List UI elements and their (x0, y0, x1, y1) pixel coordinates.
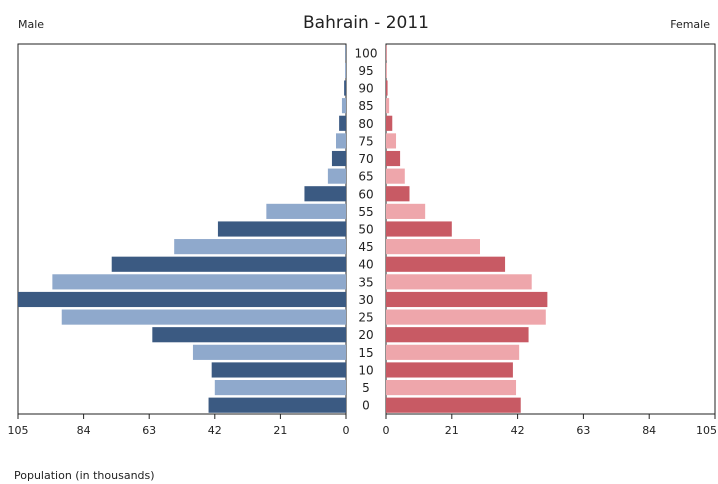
age-label: 70 (358, 152, 373, 166)
male-bar-age-70 (331, 150, 346, 167)
male-tick-label: 42 (208, 424, 222, 437)
female-bar-age-45 (386, 239, 480, 255)
age-label: 35 (358, 275, 373, 289)
x-ticks-group: 105 84 63 42 21 0 0 21 42 63 84 105 (8, 414, 717, 437)
female-bar-age-50 (386, 221, 452, 237)
male-bar-age-40 (111, 256, 346, 272)
male-bar-age-95 (345, 62, 346, 79)
male-bar-age-90 (344, 80, 346, 96)
male-bar-age-10 (211, 362, 346, 378)
age-label: 55 (358, 205, 373, 219)
female-bar-age-25 (386, 309, 546, 325)
male-bar-age-5 (214, 379, 346, 396)
age-label: 80 (358, 117, 373, 131)
male-bar-age-60 (304, 186, 346, 202)
female-tick-label: 42 (511, 424, 525, 437)
male-bar-age-65 (327, 168, 346, 184)
age-label: 60 (358, 187, 373, 201)
male-side-label: Male (18, 18, 44, 31)
female-bar-age-20 (386, 327, 529, 343)
female-bar-age-55 (386, 203, 426, 219)
female-bar-age-40 (386, 256, 506, 272)
male-tick-label: 63 (142, 424, 156, 437)
male-bar-age-0 (208, 397, 346, 413)
female-bar-age-15 (386, 344, 520, 360)
female-bar-age-90 (386, 80, 388, 96)
female-bar-age-75 (386, 133, 397, 149)
female-tick-label: 63 (576, 424, 590, 437)
age-label: 95 (358, 64, 373, 78)
male-tick-label: 84 (77, 424, 91, 437)
male-bar-age-85 (341, 98, 346, 114)
female-tick-label: 105 (696, 424, 717, 437)
female-bar-age-10 (386, 362, 513, 378)
age-label: 45 (358, 240, 373, 254)
female-side-label: Female (670, 18, 710, 31)
male-tick-label: 0 (343, 424, 350, 437)
age-label: 20 (358, 328, 373, 342)
male-tick-label: 21 (273, 424, 287, 437)
female-bar-age-100 (386, 45, 387, 61)
male-bar-age-55 (266, 203, 346, 219)
male-bar-age-50 (217, 221, 346, 237)
age-label: 15 (358, 346, 373, 360)
male-bar-age-80 (339, 115, 346, 131)
male-bar-age-15 (192, 344, 346, 360)
female-bar-age-35 (386, 274, 532, 290)
male-bar-age-20 (152, 327, 346, 343)
age-label: 5 (362, 381, 370, 395)
female-bar-age-85 (386, 98, 390, 114)
chart-title: Bahrain - 2011 (303, 13, 429, 33)
female-tick-label: 21 (445, 424, 459, 437)
female-bar-age-30 (386, 291, 548, 308)
male-bar-age-100 (345, 45, 346, 61)
age-label: 25 (358, 311, 373, 325)
age-label: 100 (355, 46, 378, 60)
female-bar-age-95 (386, 62, 387, 79)
age-label: 0 (362, 399, 370, 413)
age-label: 75 (358, 134, 373, 148)
male-tick-label: 105 (8, 424, 29, 437)
bars-group (18, 45, 548, 413)
age-label: 85 (358, 99, 373, 113)
age-labels-group: 1009590858075706560555045403530252015105… (355, 46, 378, 412)
female-bar-age-80 (386, 115, 393, 131)
male-bar-age-30 (18, 291, 346, 308)
female-bar-age-65 (386, 168, 405, 184)
male-bar-age-25 (61, 309, 346, 325)
male-bar-age-75 (336, 133, 346, 149)
age-label: 10 (358, 363, 373, 377)
age-label: 65 (358, 170, 373, 184)
female-bar-age-70 (386, 150, 401, 167)
age-label: 50 (358, 223, 373, 237)
male-bar-age-35 (52, 274, 346, 290)
female-tick-label: 84 (642, 424, 656, 437)
male-bar-age-45 (174, 239, 346, 255)
female-bar-age-60 (386, 186, 410, 202)
age-label: 40 (358, 258, 373, 272)
x-axis-label: Population (in thousands) (14, 469, 155, 482)
female-bar-age-5 (386, 379, 517, 396)
age-label: 90 (358, 82, 373, 96)
age-label: 30 (358, 293, 373, 307)
female-tick-label: 0 (383, 424, 390, 437)
female-bar-age-0 (386, 397, 521, 413)
